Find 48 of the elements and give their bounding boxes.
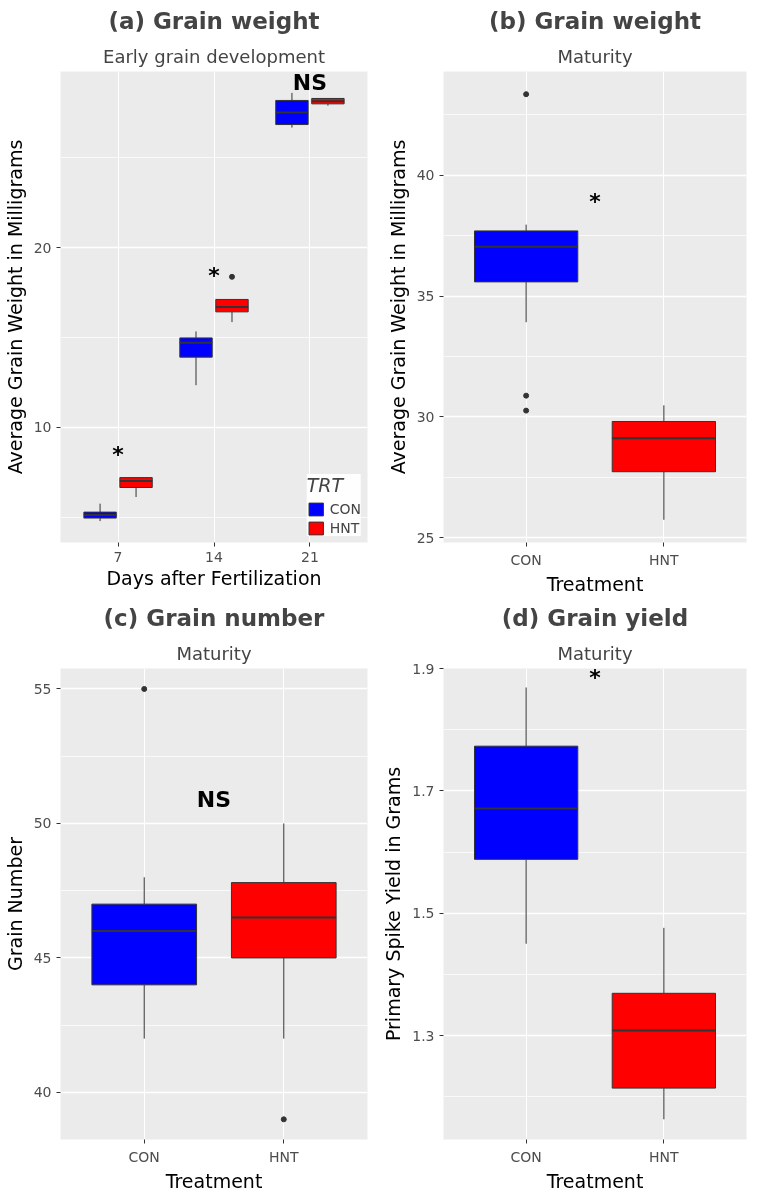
x-tick-label: CON <box>128 1148 160 1165</box>
y-tick-label: 35 <box>416 288 435 305</box>
x-tick-label: CON <box>510 1148 542 1165</box>
y-tick-label: 40 <box>33 1084 52 1101</box>
y-tick-label: 25 <box>416 529 435 546</box>
x-axis-title: Treatment <box>164 1169 263 1192</box>
chart-title: (d) Grain yield <box>501 604 689 631</box>
annotation: * <box>589 665 602 691</box>
chart-title: (c) Grain number <box>103 604 326 631</box>
chart-subtitle: Early grain development <box>103 45 325 67</box>
y-axis-title: Primary Spike Yield in Grams <box>382 766 405 1042</box>
x-tick-label: CON <box>510 551 542 568</box>
legend-label: CON <box>329 501 361 517</box>
chart-subtitle: Maturity <box>176 642 252 664</box>
y-tick-label: 1.3 <box>412 1027 435 1044</box>
chart-subtitle: Maturity <box>557 45 633 67</box>
x-axis-title: Days after Fertilization <box>106 566 322 589</box>
y-tick-label: 20 <box>33 239 52 256</box>
x-axis-title: Treatment <box>545 1169 644 1192</box>
chart-subtitle: Maturity <box>557 642 633 664</box>
x-tick-label: 21 <box>301 548 319 565</box>
annotation: * <box>589 188 602 214</box>
y-tick-label: 45 <box>33 949 52 966</box>
x-axis-title: Treatment <box>545 572 644 595</box>
annotation: NS <box>292 69 328 95</box>
x-tick-label: HNT <box>649 551 680 568</box>
y-tick-label: 55 <box>33 680 52 697</box>
chart-title: (a) Grain weight <box>108 7 320 34</box>
y-tick-label: 30 <box>416 408 435 425</box>
x-tick-label: HNT <box>269 1148 299 1165</box>
chart-title: (b) Grain weight <box>488 7 702 34</box>
x-tick-label: HNT <box>649 1148 680 1165</box>
y-tick-label: 50 <box>33 815 52 832</box>
legend-label: HNT <box>329 520 360 536</box>
x-tick-label: 7 <box>113 548 123 565</box>
y-tick-label: 1.7 <box>412 782 435 799</box>
y-tick-label: 1.5 <box>412 905 435 922</box>
legend-title: TRT <box>306 474 346 496</box>
y-axis-title: Average Grain Weight in Milligrams <box>386 139 409 475</box>
annotation: * <box>208 263 221 289</box>
y-axis-title: Grain Number <box>3 836 26 971</box>
y-tick-label: 40 <box>416 167 435 184</box>
y-axis-title: Average Grain Weight in Milligrams <box>3 139 26 475</box>
x-tick-label: 14 <box>205 548 223 565</box>
annotation: * <box>112 441 125 467</box>
y-tick-label: 10 <box>33 419 52 436</box>
y-tick-label: 1.9 <box>412 660 435 677</box>
annotation: NS <box>196 787 232 813</box>
